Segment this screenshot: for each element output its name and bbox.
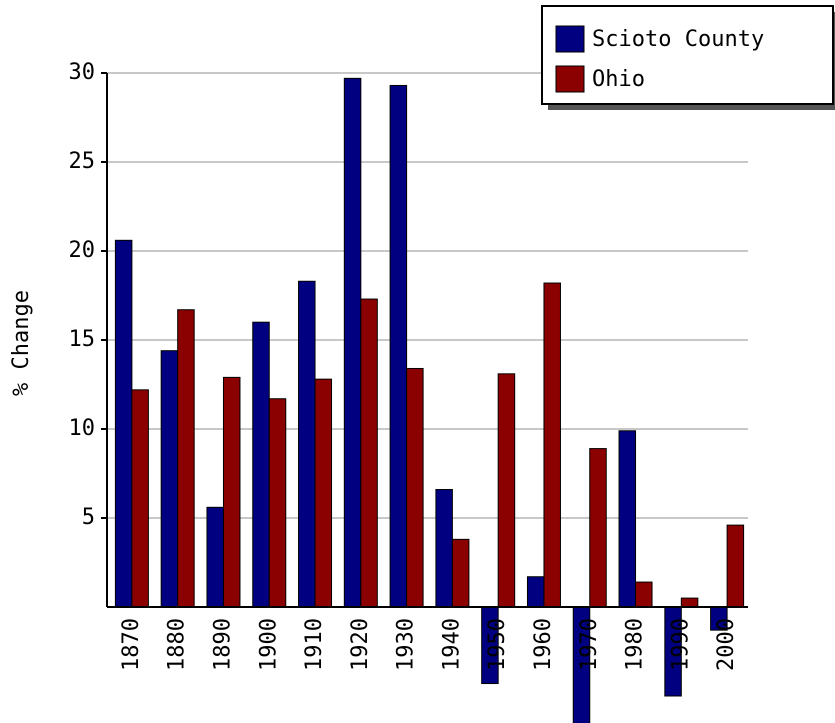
legend-label: Scioto County (592, 27, 764, 52)
x-tick-label: 1930 (394, 618, 419, 671)
legend-swatch (555, 65, 585, 93)
bar (451, 538, 470, 608)
bar (618, 430, 637, 608)
bar (177, 309, 195, 608)
y-axis-label: % Change (9, 290, 34, 396)
bar (343, 77, 362, 608)
legend-label: Ohio (592, 67, 645, 92)
x-tick-label: 1920 (348, 618, 373, 671)
bar (131, 389, 149, 608)
bar (268, 398, 287, 608)
bar (360, 298, 378, 608)
bar (160, 350, 179, 608)
x-tick-label: 1890 (210, 618, 235, 671)
x-tick-label: 1880 (165, 618, 190, 671)
bar (635, 581, 653, 608)
x-tick-label: 1970 (577, 618, 602, 671)
bar (206, 506, 224, 608)
y-tick-label: 20 (69, 238, 96, 263)
bar (543, 282, 561, 608)
bar (298, 280, 316, 608)
legend-box (541, 5, 834, 105)
bar (314, 378, 333, 608)
bar (114, 239, 133, 608)
bar (526, 576, 545, 608)
x-tick-label: 1950 (485, 618, 510, 671)
bar (497, 373, 516, 608)
y-tick-label: 5 (82, 505, 95, 530)
x-tick-label: 1960 (531, 618, 556, 671)
y-tick-label: 25 (69, 149, 96, 174)
bar (680, 597, 699, 608)
legend-swatch (555, 25, 585, 53)
bar (589, 448, 607, 608)
bar (252, 321, 270, 608)
x-tick-label: 1990 (668, 618, 693, 671)
y-tick-label: 30 (69, 60, 96, 85)
bar (222, 376, 241, 608)
bar (726, 524, 745, 608)
x-tick-label: 1940 (439, 618, 464, 671)
x-tick-label: 1910 (302, 618, 327, 671)
bar (406, 367, 424, 608)
y-tick-label: 15 (69, 327, 96, 352)
bar (435, 489, 453, 608)
x-tick-label: 1980 (623, 618, 648, 671)
x-tick-label: 1870 (119, 618, 144, 671)
x-tick-label: 1900 (256, 618, 281, 671)
y-tick-label: 10 (69, 416, 96, 441)
x-tick-label: 2000 (714, 618, 739, 671)
bar (389, 84, 408, 608)
